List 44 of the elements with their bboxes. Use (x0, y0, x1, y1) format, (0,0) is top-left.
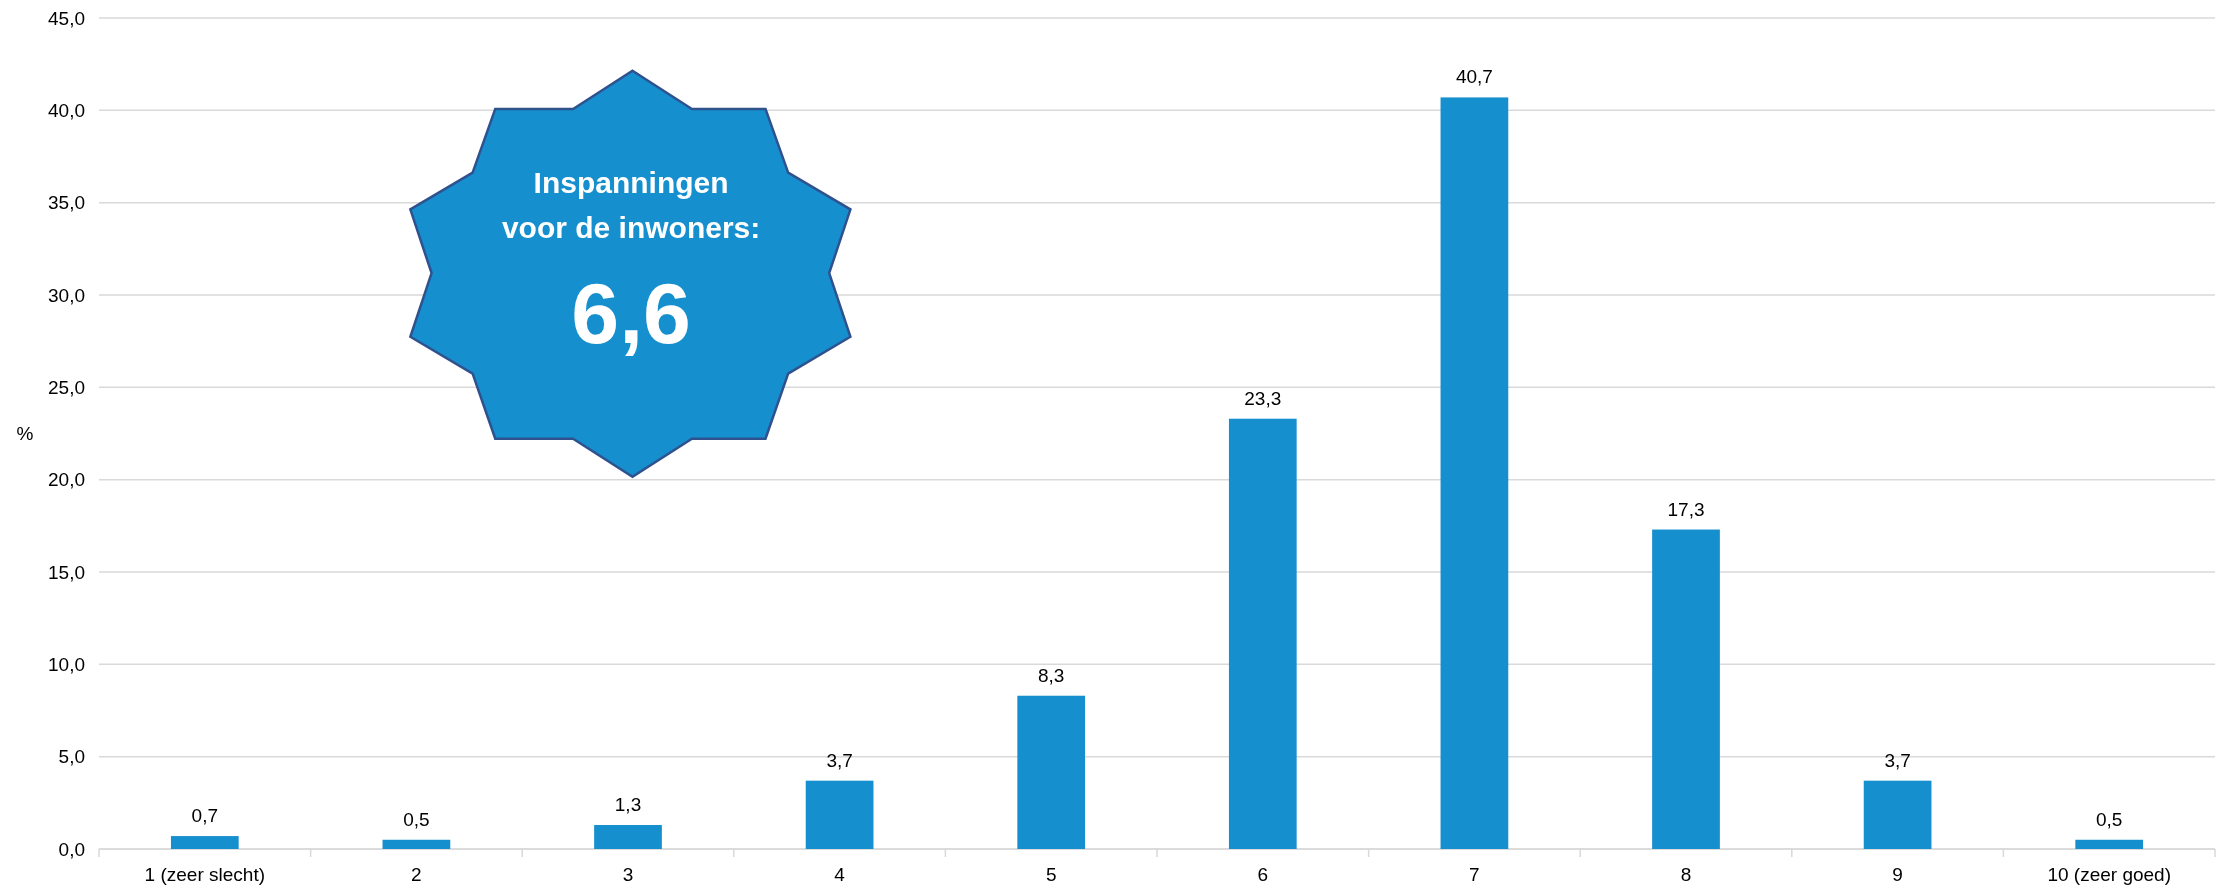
bar (594, 824, 662, 849)
data-label: 3,7 (826, 749, 853, 771)
y-tick-label: 25,0 (48, 376, 85, 398)
data-label: 8,3 (1037, 664, 1065, 686)
y-tick-label: 45,0 (48, 7, 85, 29)
y-tick-label: 5,0 (58, 746, 85, 768)
bar (1652, 529, 1720, 849)
x-tick-label: 10 (zeer goed) (2047, 864, 2171, 885)
annotation: Inspanningen (533, 166, 729, 199)
data-label: 0,5 (403, 808, 430, 830)
bar (2075, 839, 2144, 849)
bar (170, 836, 239, 849)
annotation: 6,6 (571, 265, 691, 361)
bar (1228, 418, 1297, 849)
bar (1863, 780, 1932, 849)
x-tick-label: 7 (1469, 864, 1480, 885)
x-tick-label: 5 (1045, 864, 1057, 885)
y-tick-label: 20,0 (48, 469, 85, 491)
annotation: voor de inwoners: (501, 211, 761, 244)
x-tick-label: 2 (411, 864, 422, 885)
data-label: 0,5 (2095, 808, 2123, 830)
bar (1017, 695, 1086, 849)
x-tick-label: 8 (1680, 864, 1692, 885)
x-tick-label: 3 (622, 864, 634, 885)
bar (382, 839, 451, 849)
y-tick-label: 0,0 (58, 838, 85, 860)
x-tick-label: 9 (1892, 864, 1903, 885)
data-label: 3,7 (1884, 749, 1911, 771)
y-tick-label: 30,0 (48, 284, 85, 306)
data-label: 0,7 (191, 805, 219, 827)
x-tick-label: 1 (zeer slecht) (144, 864, 265, 885)
y-tick-label: 35,0 (48, 192, 85, 214)
bar (805, 780, 874, 849)
y-tick-label: 15,0 (48, 561, 85, 583)
y-tick-label: 40,0 (48, 99, 85, 121)
data-label: 1,3 (614, 793, 642, 815)
x-tick-label: 4 (834, 864, 846, 885)
x-tick-label: 6 (1257, 864, 1269, 885)
data-label: 17,3 (1667, 498, 1705, 520)
bar (1440, 97, 1509, 849)
y-axis-title: % (16, 423, 34, 445)
data-label: 40,7 (1455, 66, 1493, 88)
y-tick-label: 10,0 (48, 653, 85, 675)
data-label: 23,3 (1244, 387, 1282, 409)
